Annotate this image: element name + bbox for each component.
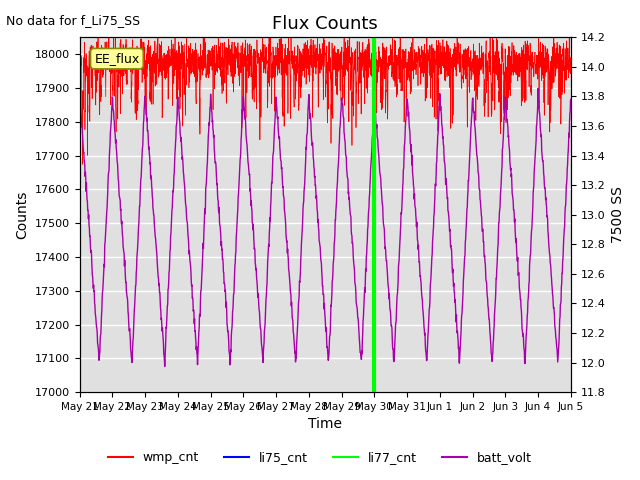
X-axis label: Time: Time	[308, 418, 342, 432]
Text: EE_flux: EE_flux	[94, 52, 140, 65]
Title: Flux Counts: Flux Counts	[272, 15, 378, 33]
Y-axis label: Counts: Counts	[15, 191, 29, 239]
Y-axis label: 7500 SS: 7500 SS	[611, 186, 625, 243]
Text: No data for f_Li75_SS: No data for f_Li75_SS	[6, 14, 141, 27]
Legend: wmp_cnt, li75_cnt, li77_cnt, batt_volt: wmp_cnt, li75_cnt, li77_cnt, batt_volt	[103, 446, 537, 469]
